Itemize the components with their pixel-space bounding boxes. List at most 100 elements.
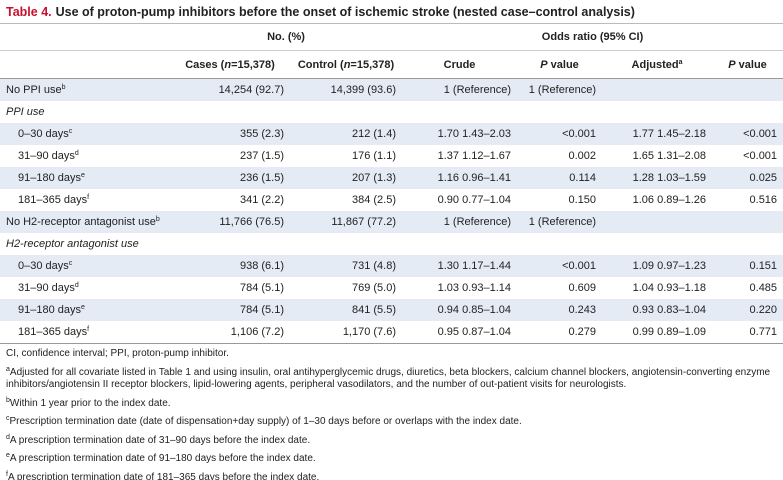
table-cell: 1 (Reference) xyxy=(517,78,603,101)
footnote-text: A prescription termination date of 31–90… xyxy=(9,434,311,446)
header-text: n xyxy=(224,58,232,71)
table-row: 0–30 daysc 355 (2.3) 212 (1.4) 1.70 1.43–2.… xyxy=(0,123,783,145)
footnote-mark: a xyxy=(6,365,10,373)
table-cell: 207 (1.3) xyxy=(290,167,403,189)
table-cell: 0.99 0.89–1.09 xyxy=(632,326,707,338)
column-header: Control (n=15,378) xyxy=(290,50,403,79)
table-cell: 1,106 (7.2) xyxy=(230,326,284,338)
table-cell: 0.516 xyxy=(749,194,778,206)
table-cell: <0.001 xyxy=(712,123,783,145)
footnote: eA prescription termination date of 91–1… xyxy=(6,450,777,466)
footnote-mark: e xyxy=(81,304,85,311)
table-cell: 938 (6.1) xyxy=(170,255,290,277)
footnote-mark: d xyxy=(74,150,79,157)
footnote-text: Within 1 year prior to the index date. xyxy=(9,397,171,409)
row-label-text: No PPI use xyxy=(6,84,62,96)
row-label-text: 181–365 days xyxy=(18,194,88,206)
table-cell: <0.001 xyxy=(517,123,603,145)
table-cell: 1.65 1.31–2.08 xyxy=(632,150,707,162)
table-cell: 0.93 0.83–1.04 xyxy=(602,299,713,321)
footnote-mark: f xyxy=(6,470,8,478)
table-cell: 1.09 0.97–1.23 xyxy=(602,255,713,277)
table-cell: 1 (Reference) xyxy=(402,78,518,101)
footnote-text: Prescription termination date (date of d… xyxy=(9,416,522,427)
column-header: Adjusteda xyxy=(602,50,713,79)
table-cell xyxy=(712,211,783,233)
column-header: P value xyxy=(712,50,783,79)
footnote-mark: f xyxy=(87,326,90,333)
table-cell: 1.77 1.45–2.18 xyxy=(602,123,713,145)
footnote-text: A prescription termination date of 181–3… xyxy=(7,471,320,480)
table-cell: 1 (Reference) xyxy=(402,211,518,233)
header-text: P xyxy=(728,58,736,71)
table-title: Table 4. Use of proton-pump inhibitors be… xyxy=(0,0,783,24)
table-cell xyxy=(602,211,713,233)
table-cell: 11,766 (76.5) xyxy=(170,211,290,233)
row-label: 181–365 daysf xyxy=(0,189,170,211)
table-cell: 0.220 xyxy=(712,299,783,321)
table-cell: 0.243 xyxy=(517,299,603,321)
table-cell: 0.609 xyxy=(568,282,597,294)
row-label: No H2-receptor antagonist useb xyxy=(0,211,170,233)
table-cell: 731 (4.8) xyxy=(290,255,403,277)
table-row: H2-receptor antagonist use xyxy=(0,233,783,255)
header-text: n xyxy=(343,58,351,71)
footnote-text: Adjusted for all covariate listed in Tab… xyxy=(6,366,771,391)
table-cell xyxy=(712,78,783,101)
table-cell: 784 (5.1) xyxy=(239,282,284,294)
table-row: 31–90 daysd 784 (5.1) 769 (5.0) 1.03 0.93–1… xyxy=(0,277,783,299)
title-text: Use of proton-pump inhibitors before the… xyxy=(55,5,635,19)
footnote-mark: c xyxy=(68,128,73,135)
table-cell: 212 (1.4) xyxy=(290,123,403,145)
table-cell: 355 (2.3) xyxy=(170,123,290,145)
header-text: Control ( xyxy=(297,58,344,71)
row-label: 91–180 dayse xyxy=(0,299,170,321)
header-cell xyxy=(0,24,170,51)
table-cell: 0.94 0.85–1.04 xyxy=(402,299,518,321)
row-label-text: 31–90 days xyxy=(18,150,75,162)
table-cell: 0.485 xyxy=(749,282,778,294)
table-cell: 1.16 0.96–1.41 xyxy=(402,167,518,189)
table-cell: 14,254 (92.7) xyxy=(170,78,290,101)
row-label: 0–30 daysc xyxy=(0,123,170,145)
footnote: aAdjusted for all covariate listed in Ta… xyxy=(6,364,777,392)
table-cell: 237 (1.5) xyxy=(239,150,284,162)
footnote-mark: b xyxy=(61,84,66,91)
row-label-text: 31–90 days xyxy=(18,282,75,294)
footnote-mark: f xyxy=(87,194,90,201)
table-cell: 1.03 0.93–1.14 xyxy=(437,282,512,294)
table: No. (%) Odds ratio (95% CI) Cases (n=15,37… xyxy=(0,24,783,343)
table-cell: 1.37 1.12–1.67 xyxy=(437,150,512,162)
header-text: P xyxy=(540,58,548,71)
column-header: Cases (n=15,378) xyxy=(170,50,290,79)
footnote-mark: d xyxy=(74,282,79,289)
header-text: =15,378) xyxy=(231,58,275,71)
row-label: 181–365 daysf xyxy=(0,321,170,343)
footnote-mark: c xyxy=(68,260,73,267)
column-header: Crude xyxy=(402,50,518,79)
table-row: No H2-receptor antagonist useb 11,766 (76… xyxy=(0,211,783,233)
footnote-text: CI, confidence interval; PPI, proton-pum… xyxy=(6,348,229,359)
footnotes: CI, confidence interval; PPI, proton-pum… xyxy=(0,343,783,480)
footnote-mark: e xyxy=(81,172,85,179)
footnote: dA prescription termination date of 31–9… xyxy=(6,432,777,448)
header-text: Adjusted xyxy=(631,58,679,71)
table-cell: 841 (5.5) xyxy=(290,299,403,321)
row-label-text: 0–30 days xyxy=(18,128,69,140)
header-text: Crude xyxy=(443,58,476,71)
row-label: No PPI useb xyxy=(0,78,170,101)
row-label-text: 0–30 days xyxy=(18,260,69,272)
section-label: PPI use xyxy=(6,106,45,118)
row-label-text: No H2-receptor antagonist use xyxy=(6,216,156,228)
row-label: 31–90 daysd xyxy=(0,277,170,299)
footnote: cPrescription termination date (date of … xyxy=(6,413,777,429)
table-cell: 784 (5.1) xyxy=(170,299,290,321)
row-label-text: 91–180 days xyxy=(18,304,81,316)
footnote-mark: c xyxy=(6,415,10,422)
table-cell: <0.001 xyxy=(743,150,778,162)
group-header: No. (%) xyxy=(170,24,403,51)
group-header-row: No. (%) Odds ratio (95% CI) xyxy=(0,24,783,51)
table-row: 91–180 dayse 236 (1.5) 207 (1.3) 1.16 0.96–… xyxy=(0,167,783,189)
table-cell: 1,170 (7.6) xyxy=(342,326,397,338)
row-label-text: 91–180 days xyxy=(18,172,81,184)
